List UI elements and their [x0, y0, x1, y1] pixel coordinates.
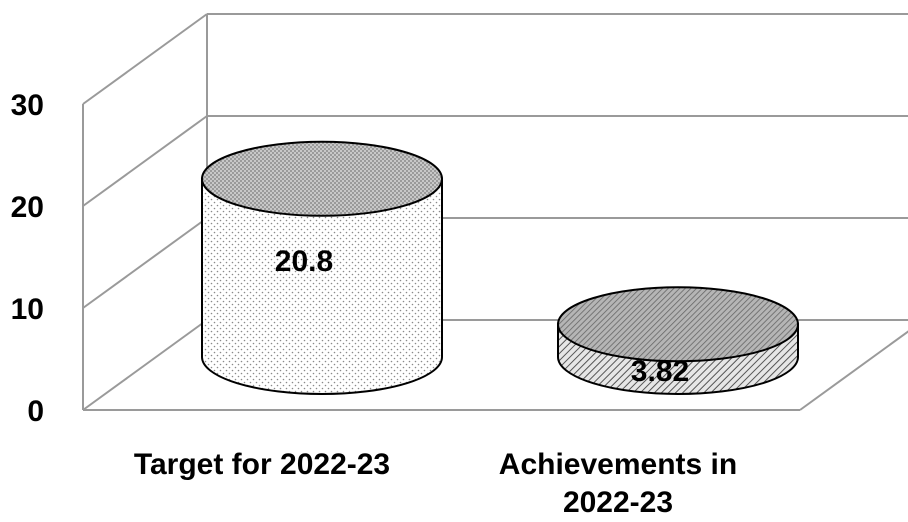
category-label-line: Achievements in [499, 448, 737, 481]
gridline-diagonal-0 [82, 319, 208, 411]
gridline-diagonal-2 [82, 115, 208, 207]
floor-right-edge [799, 330, 908, 411]
bar-1: 3.82 [557, 286, 799, 395]
category-label-line: 2022-23 [563, 486, 673, 519]
x-axis-categories: Target for 2022-23 Achievements in 2022-23 [134, 448, 737, 519]
data-label: 20.8 [275, 245, 333, 278]
category-label: Achievements in 2022-23 [499, 448, 737, 519]
bar-body [201, 177, 443, 395]
y-tick-label: 20 [11, 191, 44, 224]
y-axis-ticks: 0 10 20 30 [11, 89, 44, 428]
category-label-line: Target for 2022-23 [134, 448, 390, 481]
bar-top [557, 286, 799, 363]
category-label: Target for 2022-23 [134, 448, 390, 481]
y-tick-label: 30 [11, 89, 44, 122]
y-tick-label: 0 [27, 395, 44, 428]
bars: 20.8 3.82 [201, 140, 799, 395]
gridline-diagonal-3 [82, 13, 208, 105]
bar-top [201, 140, 443, 217]
bar-0: 20.8 [201, 140, 443, 395]
data-label: 3.82 [631, 355, 689, 388]
y-tick-label: 10 [11, 293, 44, 326]
gridline-diagonal-1 [82, 217, 208, 309]
